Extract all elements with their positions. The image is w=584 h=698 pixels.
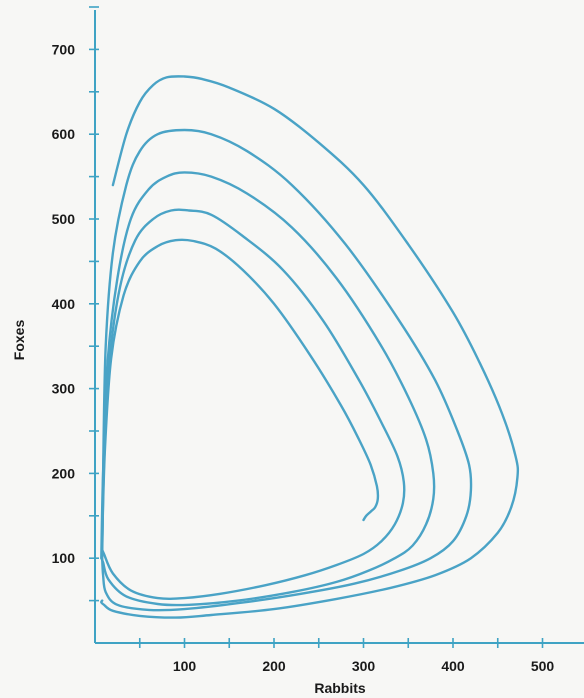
trajectory-line-2 [101,128,473,612]
x-axis-title: Rabbits [314,680,366,696]
ticks [89,6,544,648]
x-tick-label: 300 [352,658,376,674]
series-group [100,75,520,619]
y-tick-label: 200 [52,465,76,481]
x-tick-label: 500 [531,658,555,674]
trajectory-line-5 [101,238,380,543]
x-tick-label: 100 [173,658,197,674]
y-tick-label: 500 [52,211,76,227]
trajectory-line-3 [100,171,436,607]
y-tick-label: 100 [52,550,76,566]
trajectory-line-1 [100,75,520,619]
axes [94,10,584,644]
y-tick-label: 600 [52,126,76,142]
y-tick-label: 400 [52,296,76,312]
y-axis-title: Foxes [11,320,27,361]
tick-labels: 100 200 300 400 500 100 200 300 400 500 600 700 [52,41,555,674]
y-tick-label: 300 [52,381,76,397]
x-tick-label: 200 [262,658,286,674]
y-tick-label: 700 [52,41,76,57]
trajectory-line-4 [101,208,406,601]
x-tick-label: 400 [441,658,465,674]
